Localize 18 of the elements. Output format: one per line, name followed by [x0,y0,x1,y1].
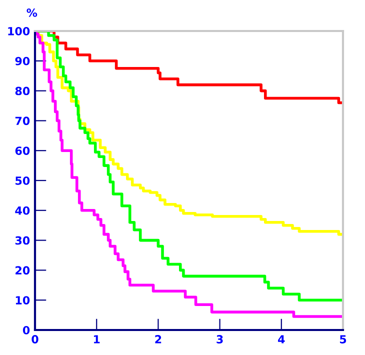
y-tick-label: 70 [15,116,30,126]
y-tick-label: 0 [22,326,30,334]
x-tick-label: 3 [216,335,223,344]
y-tick-label: 100 [8,26,30,36]
y-tick-label: 40 [15,206,30,215]
x-tick-label: 5 [340,335,346,344]
y-axis-title: % [26,8,38,17]
y-tick-label: 90 [15,56,30,66]
x-tick-label: 0 [32,335,38,344]
y-tick-label: 30 [15,236,30,245]
x-tick-label: 4 [278,335,285,344]
y-tick-label: 60 [15,146,30,155]
x-tick-label: 1 [94,335,100,344]
y-tick-label: 50 [16,176,30,185]
y-tick-label: 20 [16,266,30,275]
y-tick-label: 80 [15,86,30,96]
x-tick-label: 2 [155,335,162,344]
y-tick-label: 10 [16,296,30,304]
